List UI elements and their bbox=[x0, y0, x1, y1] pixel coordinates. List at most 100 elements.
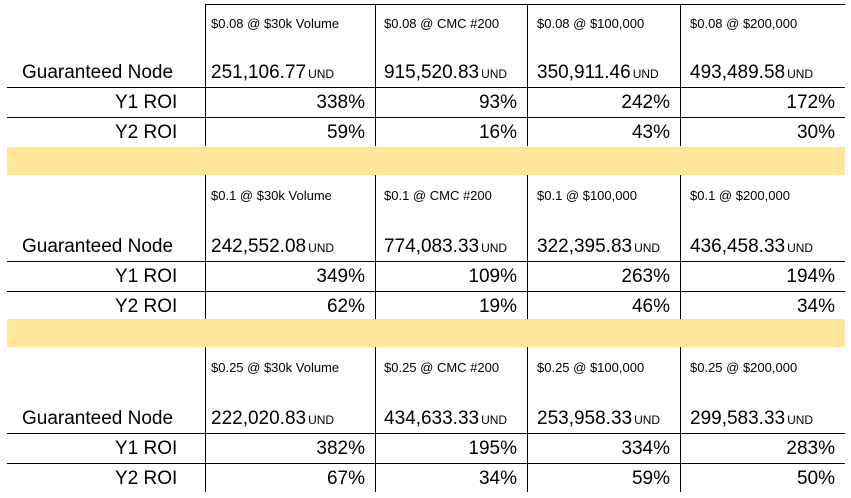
node-amount: 350,911.46 bbox=[537, 62, 631, 83]
y2-roi-value: 59% bbox=[631, 468, 670, 489]
grid-vline bbox=[680, 4, 681, 146]
y1-roi-value: 93% bbox=[478, 92, 517, 113]
y1-roi-value: 194% bbox=[786, 266, 835, 287]
scenario-header: $0.25 @ CMC #200 bbox=[384, 360, 500, 375]
scenario-header: $0.25 @ $100,000 bbox=[537, 360, 645, 375]
unit-label: UND bbox=[787, 67, 814, 81]
scenario-block: $0.08 @ $30k Volume $0.08 @ CMC #200 $0.08… bbox=[0, 0, 851, 146]
y2-roi-value: 19% bbox=[478, 296, 517, 317]
y1-roi-value: 172% bbox=[786, 92, 835, 113]
node-amount: 436,458.33 bbox=[690, 236, 786, 257]
grid-vline bbox=[527, 346, 528, 492]
unit-label: UND bbox=[634, 241, 661, 255]
scenario-header: $0.1 @ CMC #200 bbox=[384, 188, 492, 203]
grid-hline bbox=[7, 117, 845, 118]
y1-roi-value: 109% bbox=[468, 266, 517, 287]
unit-label: UND bbox=[634, 413, 661, 427]
grid-vline bbox=[375, 4, 376, 146]
y1-roi-label: Y1 ROI bbox=[115, 438, 178, 459]
y2-roi-value: 43% bbox=[631, 122, 670, 143]
node-amount: 299,583.33 bbox=[690, 408, 786, 429]
y2-roi-label: Y2 ROI bbox=[115, 296, 178, 317]
guaranteed-node-value: 222,020.83 UND bbox=[211, 408, 334, 430]
y1-roi-value: 382% bbox=[316, 438, 365, 459]
grid-vline bbox=[205, 346, 206, 492]
scenario-header: $0.1 @ $100,000 bbox=[537, 188, 637, 203]
scenario-header: $0.08 @ $200,000 bbox=[690, 16, 798, 31]
grid-hline bbox=[7, 261, 845, 262]
unit-label: UND bbox=[481, 241, 508, 255]
y1-roi-value: 349% bbox=[316, 266, 365, 287]
scenario-header: $0.1 @ $30k Volume bbox=[211, 188, 332, 203]
y2-roi-value: 62% bbox=[326, 296, 365, 317]
y2-roi-value: 16% bbox=[478, 122, 517, 143]
unit-label: UND bbox=[481, 413, 508, 427]
guaranteed-node-label: Guaranteed Node bbox=[22, 62, 174, 83]
node-amount: 253,958.33 bbox=[537, 408, 633, 429]
scenario-block: $0.25 @ $30k Volume $0.25 @ CMC #200 $0.25… bbox=[0, 346, 851, 492]
grid-hline bbox=[205, 4, 845, 5]
guaranteed-node-value: 436,458.33 UND bbox=[690, 236, 813, 258]
grid-vline bbox=[375, 346, 376, 492]
node-amount: 322,395.83 bbox=[537, 236, 633, 257]
y2-roi-value: 46% bbox=[631, 296, 670, 317]
grid-vline bbox=[527, 4, 528, 146]
separator-band bbox=[7, 319, 845, 347]
unit-label: UND bbox=[308, 67, 335, 81]
scenario-header: $0.25 @ $30k Volume bbox=[211, 360, 340, 375]
y1-roi-value: 242% bbox=[621, 92, 670, 113]
grid-vline bbox=[680, 174, 681, 320]
node-amount: 242,552.08 bbox=[211, 236, 307, 257]
unit-label: UND bbox=[787, 241, 814, 255]
y1-roi-value: 283% bbox=[786, 438, 835, 459]
y1-roi-value: 334% bbox=[621, 438, 670, 459]
grid-vline bbox=[680, 346, 681, 492]
node-amount: 251,106.77 bbox=[211, 62, 307, 83]
guaranteed-node-value: 251,106.77 UND bbox=[211, 62, 334, 84]
y2-roi-value: 34% bbox=[478, 468, 517, 489]
guaranteed-node-label: Guaranteed Node bbox=[22, 236, 174, 257]
node-amount: 222,020.83 bbox=[211, 408, 307, 429]
grid-hline bbox=[7, 291, 845, 292]
guaranteed-node-value: 434,633.33 UND bbox=[384, 408, 507, 430]
scenario-header: $0.08 @ $30k Volume bbox=[211, 16, 340, 31]
unit-label: UND bbox=[787, 413, 814, 427]
scenario-header: $0.08 @ $100,000 bbox=[537, 16, 645, 31]
y2-roi-value: 67% bbox=[326, 468, 365, 489]
grid-vline bbox=[205, 174, 206, 320]
grid-vline bbox=[205, 4, 206, 146]
grid-vline bbox=[375, 174, 376, 320]
scenario-header: $0.1 @ $200,000 bbox=[690, 188, 790, 203]
scenario-header: $0.08 @ CMC #200 bbox=[384, 16, 500, 31]
scenario-block: $0.1 @ $30k Volume $0.1 @ CMC #200 $0.1 @ … bbox=[0, 174, 851, 320]
y2-roi-value: 30% bbox=[796, 122, 835, 143]
grid-hline bbox=[7, 87, 845, 88]
y1-roi-label: Y1 ROI bbox=[115, 266, 178, 287]
grid-vline bbox=[527, 174, 528, 320]
y1-roi-value: 263% bbox=[621, 266, 670, 287]
unit-label: UND bbox=[308, 413, 335, 427]
y1-roi-label: Y1 ROI bbox=[115, 92, 178, 113]
guaranteed-node-value: 322,395.83 UND bbox=[537, 236, 660, 258]
y2-roi-value: 59% bbox=[326, 122, 365, 143]
node-amount: 774,083.33 bbox=[384, 236, 480, 257]
unit-label: UND bbox=[632, 67, 659, 81]
guaranteed-node-value: 493,489.58 UND bbox=[690, 62, 813, 84]
grid-hline bbox=[7, 463, 845, 464]
y2-roi-value: 34% bbox=[796, 296, 835, 317]
guaranteed-node-value: 774,083.33 UND bbox=[384, 236, 507, 258]
guaranteed-node-value: 915,520.83 UND bbox=[384, 62, 507, 84]
node-amount: 493,489.58 bbox=[690, 62, 786, 83]
grid-hline bbox=[7, 433, 845, 434]
unit-label: UND bbox=[308, 241, 335, 255]
y1-roi-value: 338% bbox=[316, 92, 365, 113]
guaranteed-node-value: 253,958.33 UND bbox=[537, 408, 660, 430]
guaranteed-node-value: 350,911.46 UND bbox=[537, 62, 659, 84]
guaranteed-node-label: Guaranteed Node bbox=[22, 408, 174, 429]
y2-roi-label: Y2 ROI bbox=[115, 468, 178, 489]
node-amount: 915,520.83 bbox=[384, 62, 480, 83]
guaranteed-node-value: 242,552.08 UND bbox=[211, 236, 334, 258]
scenario-header: $0.25 @ $200,000 bbox=[690, 360, 798, 375]
y1-roi-value: 195% bbox=[468, 438, 517, 459]
guaranteed-node-value: 299,583.33 UND bbox=[690, 408, 813, 430]
